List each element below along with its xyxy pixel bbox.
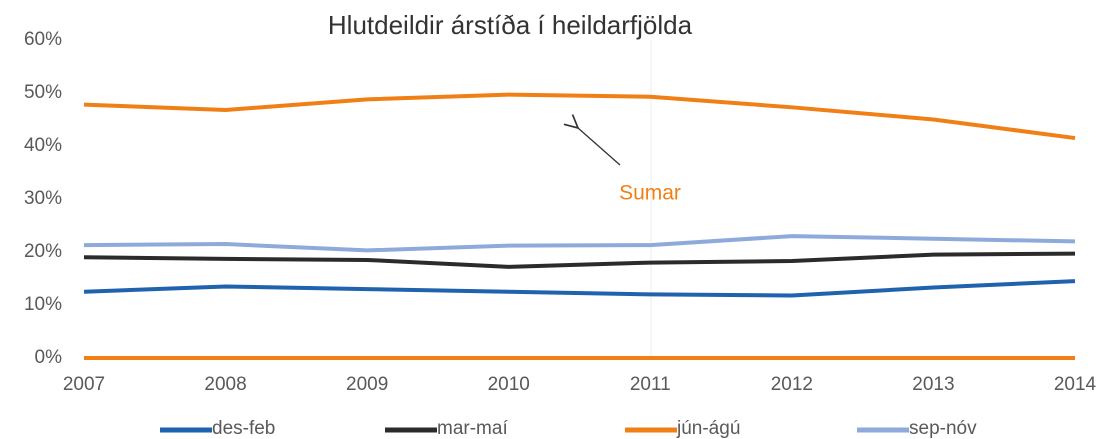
y-tick-label: 40% [24,135,62,156]
y-tick-label: 0% [35,347,63,368]
y-tick-label: 20% [24,241,62,262]
legend-label: jún-ágú [676,418,740,439]
x-tick-label: 2013 [912,374,954,395]
x-tick-label: 2008 [204,374,246,395]
series-line [83,279,1076,298]
series-line [83,234,1076,253]
chart-title: Hlutdeildir árstíða í heildarfjölda [328,10,693,40]
x-tick-label: 2011 [630,374,671,395]
legend-label: mar-maí [437,418,508,439]
x-tick-label: 2009 [346,374,388,395]
annotation-arrow [578,128,621,166]
y-tick-label: 50% [24,82,62,103]
annotation: Sumar [619,182,681,205]
legend-label: des-feb [212,418,275,439]
series-line [83,92,1076,141]
x-tick-label: 2012 [771,374,813,395]
legend-label: sep-nóv [909,418,977,439]
x-tick-label: 2014 [1054,374,1097,395]
y-tick-label: 10% [24,294,62,315]
x-tick-label: 2010 [488,374,530,395]
series-line [83,251,1076,269]
y-tick-label: 30% [24,188,62,209]
x-tick-label: 2007 [63,374,105,395]
y-tick-label: 60% [24,29,62,50]
